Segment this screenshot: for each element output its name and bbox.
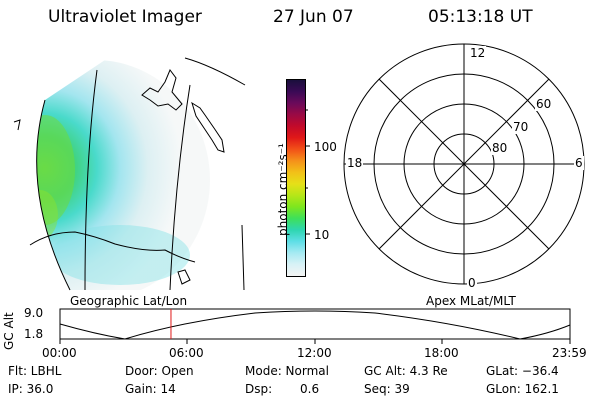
polar-lat-70: 70 <box>512 120 530 134</box>
colorbar-tick-100: 100 <box>314 140 337 154</box>
colorbar-tick-10: 10 <box>314 228 330 242</box>
info-gain: Gain: 14 <box>125 382 176 396</box>
info-dsp-value: 0.6 <box>300 382 320 396</box>
info-gc-alt: GC Alt: 4.3 Re <box>364 364 448 378</box>
polar-label-noon: 12 <box>469 46 487 60</box>
strip-y-tick-high: 9.0 <box>24 306 44 320</box>
image-rim <box>36 99 71 291</box>
strip-x-tick-0600: 06:00 <box>169 346 204 360</box>
strip-x-ticks <box>59 339 571 344</box>
info-seq: Seq: 39 <box>364 382 410 396</box>
instrument-title: Ultraviolet Imager <box>48 7 202 27</box>
polar-label-midnight: 0 <box>467 276 477 290</box>
info-glat: GLat: −36.4 <box>486 364 559 378</box>
strip-y-tick-low: 1.8 <box>24 327 44 341</box>
polar-lat-60: 60 <box>535 97 553 111</box>
polar-diagonal-2 <box>378 78 550 250</box>
info-door: Door: Open <box>125 364 194 378</box>
info-dsp-label: Dsp: <box>245 382 273 396</box>
info-ip: IP: 36.0 <box>8 382 54 396</box>
info-filter: Flt: LBHL <box>8 364 62 378</box>
strip-frame <box>59 308 571 340</box>
colorbar <box>286 79 306 277</box>
polar-lat-80: 80 <box>491 141 509 155</box>
coastline-map <box>13 57 246 291</box>
strip-x-tick-0000: 00:00 <box>42 346 77 360</box>
strip-x-tick-1200: 12:00 <box>297 346 332 360</box>
date-label: 27 Jun 07 <box>273 7 354 27</box>
altitude-curve <box>59 310 571 340</box>
polar-label-dawn: 6 <box>574 156 584 170</box>
polar-label-dusk: 18 <box>346 156 364 170</box>
strip-title-right: Apex MLat/MLT <box>426 294 516 308</box>
strip-x-tick-2359: 23:59 <box>552 346 587 360</box>
info-glon: GLon: 162.1 <box>486 382 559 396</box>
strip-title-left: Geographic Lat/Lon <box>70 294 188 308</box>
time-label: 05:13:18 UT <box>428 7 533 27</box>
info-mode: Mode: Normal <box>245 364 329 378</box>
strip-x-tick-1800: 18:00 <box>424 346 459 360</box>
